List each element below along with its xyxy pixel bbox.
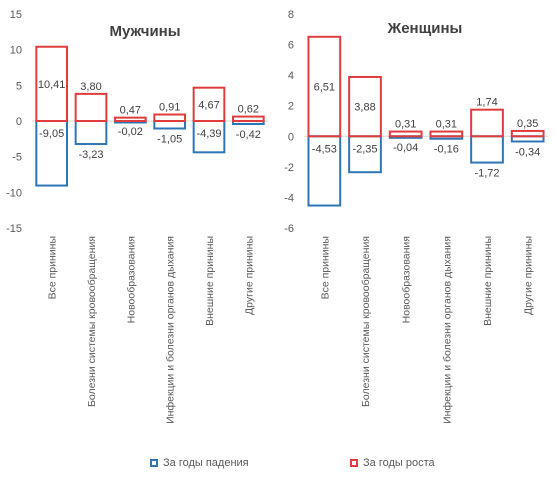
legend-item-fall: За годы падения (150, 457, 249, 469)
data-label-rise: 0,31 (395, 119, 416, 131)
bar-rise (388, 130, 423, 138)
legend-swatch-rise (350, 459, 358, 467)
data-label-fall: -1,72 (474, 168, 499, 180)
y-tick-label: -10 (6, 187, 22, 199)
bar-rise (470, 108, 504, 138)
data-label-rise: 0,47 (120, 105, 141, 117)
bar-rise (35, 45, 69, 123)
bar-fall (470, 135, 504, 164)
data-label-fall: -4,39 (196, 128, 221, 140)
y-tick-label: 0 (16, 116, 22, 128)
category-label: Внешние принины (204, 236, 216, 326)
bar-rise (113, 116, 147, 122)
bar-rise (192, 86, 226, 122)
bar-rise (429, 130, 464, 138)
bar-rise (74, 92, 108, 122)
category-label: Инфекции и болезни органов дыхания (441, 236, 453, 424)
category-label: Болезни системы кровообращения (360, 236, 372, 407)
data-label-rise: 4,67 (198, 99, 219, 111)
chart-title-1: Мужчины (109, 23, 180, 40)
data-label-fall: -0,04 (393, 142, 418, 154)
legend-swatch-fall (150, 459, 158, 467)
y-tick-label: 4 (288, 70, 294, 82)
y-tick-label: 0 (288, 131, 294, 143)
data-label-rise: 0,91 (159, 102, 180, 114)
data-label-rise: 0,35 (517, 118, 538, 130)
bar-fall (74, 120, 108, 146)
category-label: Новообразования (125, 236, 137, 323)
bar-fall (153, 120, 187, 130)
category-label: Другие принины (523, 236, 535, 315)
y-tick-label: -2 (284, 162, 294, 174)
bar-rise (510, 129, 545, 138)
legend-label-fall: За годы падения (163, 457, 249, 469)
data-label-fall: -0,16 (434, 144, 459, 156)
data-label-fall: -0,34 (515, 146, 540, 158)
data-label-rise: 3,88 (354, 102, 375, 114)
data-label-rise: 10,41 (38, 79, 66, 91)
data-label-rise: 3,80 (80, 81, 101, 93)
data-label-fall: -0,02 (118, 126, 143, 138)
category-label: Все принины (319, 236, 331, 299)
bar-rise (231, 115, 265, 122)
chart-title-2: Женщины (387, 20, 463, 37)
y-tick-label: -4 (284, 192, 294, 204)
category-label: Другие принины (243, 236, 255, 315)
y-tick-label: 6 (288, 40, 294, 52)
data-label-fall: -0,42 (236, 129, 261, 141)
y-tick-label: 5 (16, 80, 22, 92)
data-label-fall: -3,23 (78, 149, 103, 161)
y-tick-label: 2 (288, 101, 294, 113)
bar-rise (153, 113, 187, 123)
category-label: Внешние принины (482, 236, 494, 326)
y-tick-label: 15 (10, 9, 22, 21)
data-label-fall: -4,53 (312, 143, 337, 155)
data-label-rise: 0,31 (436, 119, 457, 131)
category-label: Все принины (47, 236, 59, 299)
category-label: Болезни системы кровообращения (86, 236, 98, 407)
category-label: Новообразования (401, 236, 413, 323)
data-label-rise: 1,74 (476, 97, 497, 109)
data-label-fall: -9,05 (39, 128, 64, 140)
data-label-fall: -2,35 (352, 143, 377, 155)
data-label-rise: 6,51 (314, 82, 335, 94)
y-tick-label: -15 (6, 223, 22, 235)
bar-rise (307, 35, 342, 138)
y-tick-label: -6 (284, 223, 294, 235)
y-tick-label: -5 (12, 152, 22, 164)
bar-rise (348, 75, 382, 138)
y-tick-label: 8 (288, 9, 294, 21)
legend-item-rise: За годы роста (350, 457, 435, 469)
y-tick-label: 10 (10, 45, 22, 57)
category-label: Инфекции и болезни органов дыхания (165, 236, 177, 424)
legend-label-rise: За годы роста (363, 457, 435, 469)
data-label-rise: 0,62 (238, 104, 259, 116)
data-label-fall: -1,05 (157, 133, 182, 145)
